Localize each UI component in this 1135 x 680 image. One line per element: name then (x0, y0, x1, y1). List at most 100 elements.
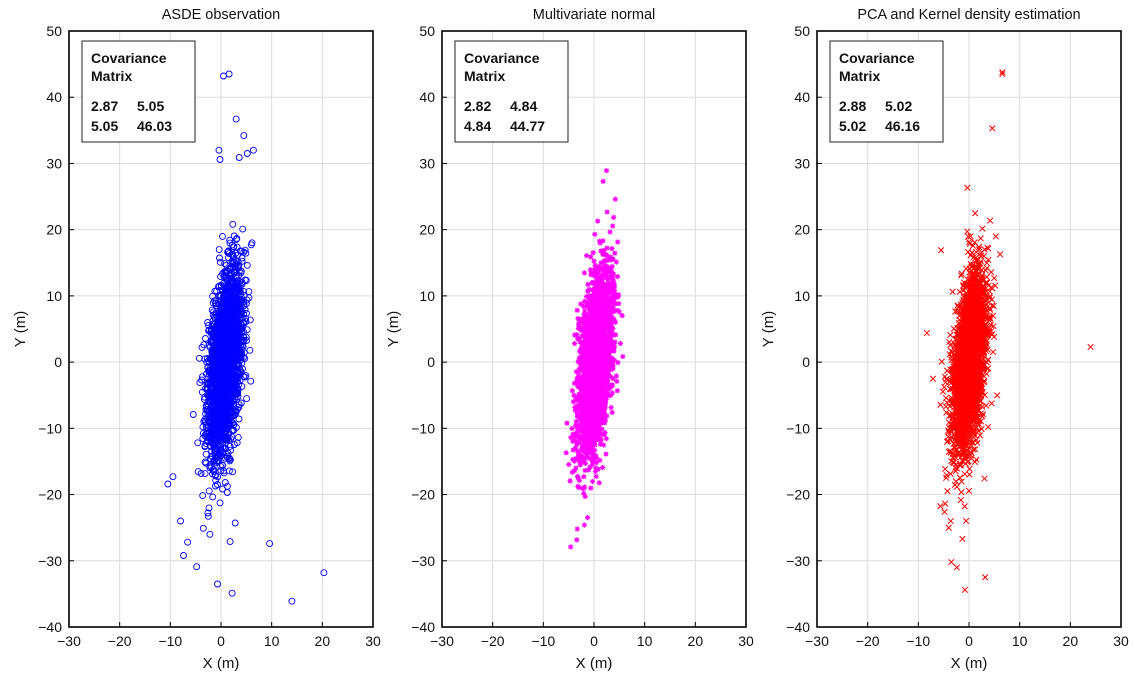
data-point (217, 255, 223, 261)
data-point (566, 462, 571, 467)
x-tick-label: 30 (365, 633, 381, 649)
y-tick-label: 30 (46, 155, 62, 171)
data-point (604, 246, 609, 251)
scatter-series (165, 71, 327, 604)
y-tick-label: 10 (46, 288, 62, 304)
data-point (590, 479, 595, 484)
data-point (576, 423, 581, 428)
data-point (609, 246, 614, 251)
data-point (194, 564, 200, 570)
data-point (576, 485, 581, 490)
x-tick-label: −10 (158, 633, 182, 649)
data-point (570, 388, 575, 393)
y-tick-label: 40 (46, 89, 62, 105)
data-point (585, 282, 590, 287)
data-point (581, 304, 586, 309)
data-point (610, 223, 615, 228)
data-point (232, 520, 238, 526)
data-point (610, 390, 615, 395)
y-tick-label: 20 (46, 222, 62, 238)
y-tick-label: 50 (46, 23, 62, 39)
data-point (616, 301, 621, 306)
data-point (590, 287, 595, 292)
data-point (610, 410, 615, 415)
data-point (244, 262, 250, 268)
data-point (568, 478, 573, 483)
x-axis-label: X (m) (203, 655, 240, 672)
data-point (289, 598, 295, 604)
data-point (609, 405, 614, 410)
data-point (618, 341, 623, 346)
data-point (570, 470, 575, 475)
data-point (226, 71, 232, 77)
y-axis-label: Y (m) (12, 311, 29, 347)
data-point (620, 354, 625, 359)
data-point (605, 209, 610, 214)
data-point (615, 274, 620, 279)
covariance-value: 2.87 (91, 98, 118, 114)
data-point (590, 461, 595, 466)
data-point (608, 229, 613, 234)
data-point (229, 590, 235, 596)
y-tick-label: −40 (38, 619, 62, 635)
x-tick-label: −30 (57, 633, 81, 649)
data-point (190, 412, 196, 418)
data-point (583, 468, 588, 473)
data-point (595, 219, 600, 224)
data-point (244, 396, 250, 402)
data-point (615, 360, 620, 365)
data-point (574, 396, 579, 401)
data-point (236, 155, 242, 161)
data-point (612, 251, 617, 256)
data-point (575, 405, 580, 410)
data-point (240, 226, 246, 232)
covariance-label: Matrix (91, 68, 132, 84)
data-point (614, 379, 619, 384)
data-point (321, 570, 327, 576)
data-point (615, 239, 620, 244)
data-point (601, 259, 606, 264)
data-point (609, 315, 614, 320)
data-point (598, 442, 603, 447)
data-point (615, 388, 620, 393)
data-point (244, 151, 250, 157)
data-point (247, 347, 253, 353)
data-point (602, 430, 607, 435)
chart-title: ASDE observation (162, 7, 280, 23)
data-point (603, 418, 608, 423)
data-point (230, 221, 236, 227)
data-point (576, 475, 581, 480)
data-point (178, 518, 184, 524)
data-point (213, 483, 219, 489)
data-point (203, 336, 209, 342)
data-point (222, 260, 228, 266)
data-point (597, 458, 602, 463)
covariance-value: 5.05 (137, 98, 164, 114)
data-point (605, 280, 610, 285)
data-point (217, 157, 223, 163)
data-point (600, 238, 605, 243)
data-point (206, 488, 212, 494)
data-point (604, 168, 609, 173)
covariance-value: 5.05 (91, 118, 118, 134)
data-point (572, 341, 577, 346)
y-tick-label: −10 (38, 420, 62, 436)
data-point (181, 553, 187, 559)
data-point (241, 133, 247, 139)
data-point (227, 539, 233, 545)
data-point (573, 465, 578, 470)
data-point (592, 232, 597, 237)
data-point (564, 421, 569, 426)
data-point (594, 474, 599, 479)
data-point (215, 581, 221, 587)
data-point (574, 332, 579, 337)
y-tick-label: −30 (38, 553, 62, 569)
data-point (233, 116, 239, 122)
x-tick-label: 20 (315, 633, 331, 649)
data-point (195, 440, 201, 446)
data-point (583, 314, 588, 319)
x-tick-label: 10 (264, 633, 280, 649)
